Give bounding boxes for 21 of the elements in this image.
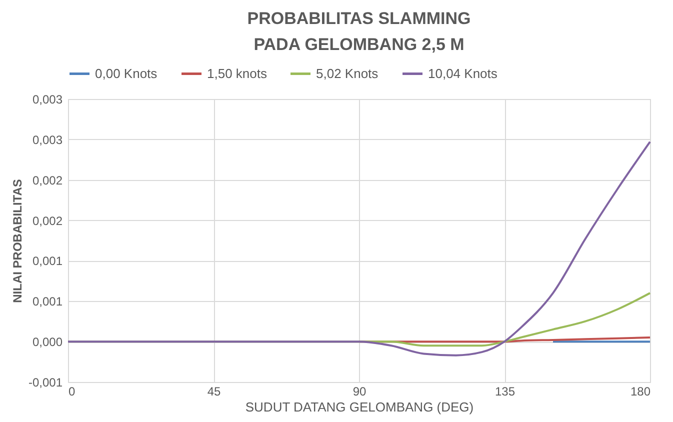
y-tick-label: 0,003 bbox=[32, 92, 63, 106]
legend-label: 1,50 knots bbox=[207, 66, 268, 81]
x-axis-title: SUDUT DATANG GELOMBANG (DEG) bbox=[245, 400, 474, 414]
y-tick-label: 0,001 bbox=[32, 254, 63, 268]
x-tick-label: 135 bbox=[494, 384, 516, 398]
legend-label: 10,04 Knots bbox=[428, 66, 498, 81]
x-tick-label: 0 bbox=[68, 384, 76, 398]
x-tick-label: 180 bbox=[630, 384, 651, 398]
legend-label: 0,00 Knots bbox=[95, 66, 158, 81]
y-tick-label: 0,003 bbox=[32, 132, 63, 147]
y-tick-label: 0,002 bbox=[32, 214, 63, 228]
legend-label: 5,02 Knots bbox=[316, 66, 379, 81]
y-axis-title: NILAI PROBABILITAS bbox=[10, 179, 24, 303]
y-tick-label: 0,001 bbox=[32, 294, 63, 309]
y-tick-label: 0,000 bbox=[32, 335, 63, 350]
line-series bbox=[67, 140, 651, 356]
x-tick-label: 45 bbox=[207, 384, 221, 398]
y-tick-label: 0,002 bbox=[32, 173, 63, 188]
y-tick-label: -0,001 bbox=[28, 376, 63, 390]
chart-title: PROBABILITAS SLAMMING PADA GELOMBANG 2,5 M bbox=[247, 9, 471, 54]
x-tick-label: 90 bbox=[352, 384, 366, 398]
